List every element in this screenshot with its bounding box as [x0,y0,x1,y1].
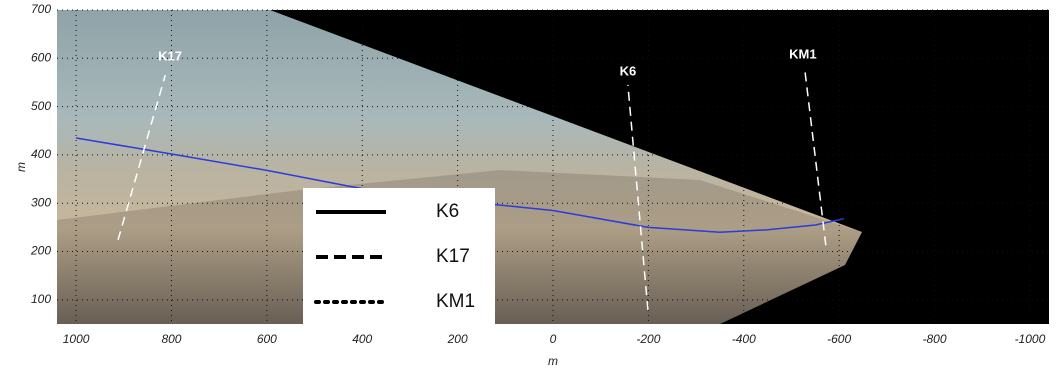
x-tick-label: 800 [161,332,181,346]
y-tick-label: 600 [31,50,51,64]
y-tick-label: 700 [31,2,51,16]
transect-line [627,84,649,311]
x-tick-label: 1000 [63,332,90,346]
x-tick-label: -400 [732,332,756,346]
transect-line [117,75,166,241]
x-tick-label: 0 [550,332,557,346]
x-axis-label: m [548,354,558,368]
legend: K6 K17 KM1 [303,188,495,324]
x-tick-label: 400 [352,332,372,346]
legend-label: K17 [436,246,470,267]
x-tick-label: -800 [923,332,947,346]
transect-label: K17 [158,48,182,63]
legend-label: K6 [436,201,459,222]
transect-label: K6 [620,63,637,78]
y-tick-label: 200 [30,244,51,258]
y-tick-label: 100 [31,292,51,306]
transect-label: KM1 [789,46,816,61]
y-tick-label: 300 [31,195,51,209]
x-tick-label: 200 [447,332,468,346]
legend-label: KM1 [436,291,475,312]
y-axis-label: m [14,162,28,172]
y-tick-label: 400 [31,147,51,161]
x-tick-label: -600 [827,332,851,346]
y-tick-label: 500 [31,99,51,113]
rectified-image [57,10,862,324]
x-tick-label: -1000 [1015,332,1046,346]
x-tick-label: 600 [257,332,277,346]
x-tick-label: -200 [636,332,660,346]
shoreline [75,137,845,233]
